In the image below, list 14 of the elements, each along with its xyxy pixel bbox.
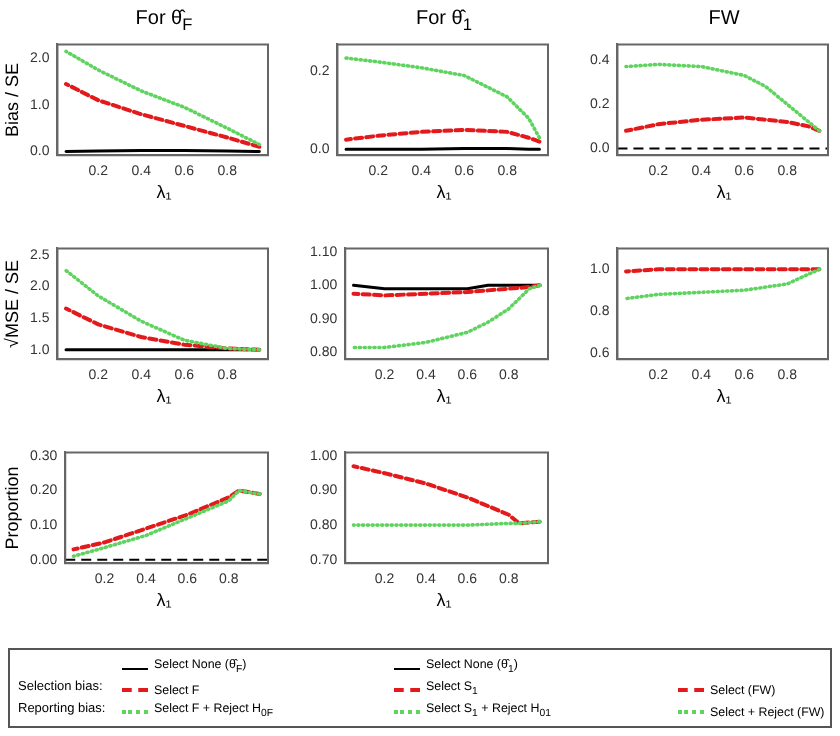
chart-title: For θ̂$_{F}$ — [133, 8, 195, 34]
x-axis-title: λ₁ — [154, 182, 174, 206]
x-axis-title: λ₁ — [434, 590, 454, 614]
x-axis-title: λ₁ — [434, 386, 454, 410]
x-axis-title: λ₁ — [714, 182, 734, 206]
y-axis-title: √MSE / SE — [2, 260, 22, 348]
chart-title: For θ̂$_{1}$ — [414, 8, 474, 34]
x-axis-title: λ₁ — [434, 182, 454, 206]
chart-title: FW — [706, 8, 742, 34]
x-axis-title: λ₁ — [154, 590, 174, 614]
x-axis-title: λ₁ — [154, 386, 174, 410]
y-axis-title: Proportion — [2, 466, 22, 550]
y-axis-title: Bias / SE — [2, 62, 22, 138]
x-axis-title: λ₁ — [714, 386, 734, 410]
